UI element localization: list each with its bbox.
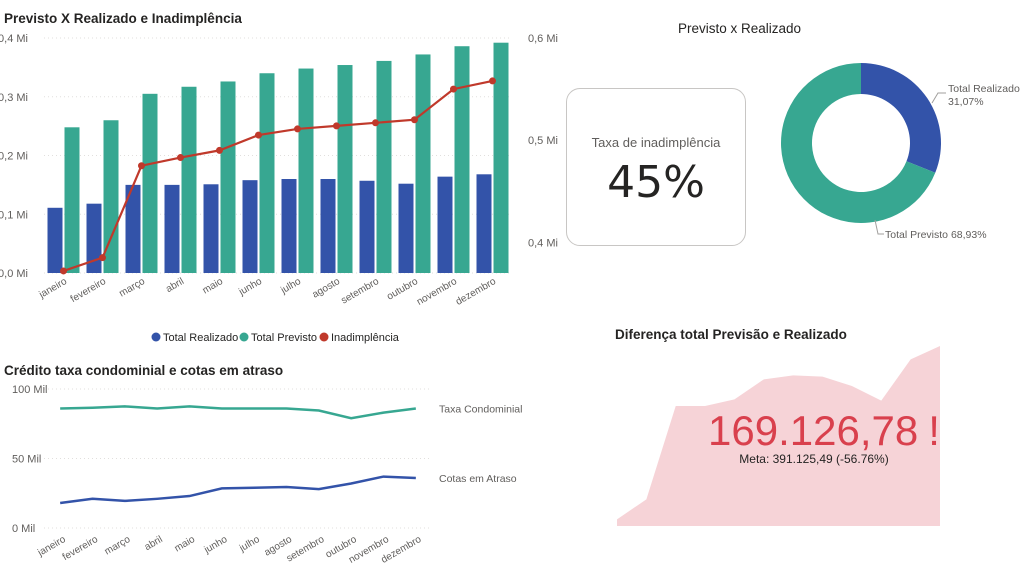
y-tick-credit: 50 Mil (12, 454, 41, 466)
label-cotas-atraso: Cotas em Atraso (439, 473, 517, 485)
y-left-tick: 0,4 Mi (0, 33, 28, 45)
y-left-tick: 0,2 Mi (0, 151, 28, 163)
y-left-tick: 0,3 Mi (0, 92, 28, 104)
bar-previsto (493, 42, 509, 274)
y-right-tick: 0,6 Mi (528, 33, 558, 45)
bar-realizado (320, 179, 336, 273)
point-inadimplencia (138, 162, 145, 170)
bar-previsto (337, 65, 353, 274)
main-combo-chart: 0,0 Mi 0,1 Mi 0,2 Mi 0,3 Mi 0,4 Mi 0,4 Mi 0,5 … (0, 33, 558, 344)
x-tick-main: maio (201, 276, 226, 297)
x-tick-credit: junho (202, 534, 230, 556)
x-tick-main: junho (236, 276, 264, 298)
chart-diff-title: Diferença total Previsão e Realizado (615, 327, 847, 342)
y-left-tick: 0,1 Mi (0, 209, 28, 221)
bar-previsto (220, 81, 236, 273)
point-inadimplencia (372, 119, 379, 127)
line-inadimplencia (63, 79, 493, 272)
y-right-tick: 0,5 Mi (528, 135, 558, 147)
legend-label: Total Previsto (251, 332, 317, 344)
bar-previsto (376, 60, 392, 273)
bar-previsto (142, 93, 158, 273)
bar-realizado (203, 184, 219, 273)
diff-value-number: 169.126,78 (708, 407, 918, 454)
x-tick-main: fevereiro (69, 276, 109, 305)
line-cotas-atraso (60, 475, 416, 505)
bar-previsto (454, 46, 470, 273)
donut-title: Previsto x Realizado (678, 21, 802, 36)
diff-alert-icon: ! (928, 407, 940, 454)
x-tick-main: novembro (415, 276, 459, 308)
bar-realizado (242, 180, 258, 273)
x-tick-main: março (117, 276, 147, 300)
x-tick-main: julho (278, 276, 303, 297)
legend-label: Inadimplência (331, 332, 400, 344)
x-tick-credit: fevereiro (61, 534, 101, 563)
x-tick-credit: setembro (285, 534, 327, 565)
leader-previsto (874, 219, 884, 235)
label-previsto: Total Previsto 68,93% (885, 229, 987, 241)
bar-realizado (398, 183, 414, 273)
bar-realizado (47, 207, 63, 273)
diff-meta: Meta: 391.125,49 (-56.76%) (739, 452, 888, 466)
legend-marker (239, 332, 249, 342)
bar-previsto (103, 120, 119, 273)
x-tick-main: dezembro (454, 276, 498, 308)
x-tick-credit: maio (173, 534, 198, 555)
y-tick-credit: 0 Mil (12, 523, 35, 535)
point-inadimplencia (255, 131, 262, 139)
line-taxa-condominial (60, 405, 416, 420)
point-inadimplencia (489, 77, 496, 85)
bar-realizado (164, 184, 180, 273)
point-inadimplencia (177, 154, 184, 162)
leader-realizado (931, 92, 946, 104)
chart-main-title: Previsto X Realizado e Inadimplência (4, 11, 242, 26)
diff-area-chart: 169.126,78 !Meta: 391.125,49 (-56.76%) (617, 346, 940, 526)
diff-area (617, 346, 940, 526)
bar-realizado (125, 184, 141, 273)
bar-realizado (437, 176, 453, 273)
y-left-tick: 0,0 Mi (0, 268, 28, 280)
x-tick-main: agosto (310, 276, 342, 301)
legend-marker (319, 332, 329, 342)
point-inadimplencia (294, 125, 301, 133)
legend-label: Total Realizado (163, 332, 238, 344)
bar-previsto (64, 127, 80, 273)
point-inadimplencia (216, 146, 223, 154)
slice-realizado (861, 63, 941, 173)
bar-previsto (181, 86, 197, 273)
x-tick-credit: março (103, 534, 133, 558)
point-inadimplencia (333, 122, 340, 130)
credit-line-chart: 0 Mil 50 Mil 100 Mil Taxa Condominial Cotas … (12, 384, 522, 566)
bar-realizado (476, 174, 492, 273)
x-tick-main: setembro (339, 276, 381, 307)
slice-previsto (781, 63, 936, 223)
point-inadimplencia (60, 267, 67, 275)
x-tick-main: abril (164, 276, 186, 295)
diff-value: 169.126,78! (708, 407, 940, 454)
x-tick-credit: julho (237, 534, 262, 555)
bar-realizado (359, 180, 375, 273)
bar-previsto (298, 68, 314, 273)
label-realizado-pct: 31,07% (948, 96, 984, 108)
kpi-card: Taxa de inadimplência 45% (566, 88, 746, 246)
chart-credit-title: Crédito taxa condominial e cotas em atra… (4, 363, 284, 378)
bar-previsto (415, 54, 431, 274)
x-tick-credit: abril (143, 534, 165, 553)
kpi-value: 45% (607, 157, 705, 208)
x-tick-main: janeiro (37, 276, 70, 301)
kpi-label: Taxa de inadimplência (591, 135, 721, 150)
label-taxa-condominial: Taxa Condominial (439, 403, 522, 415)
point-inadimplencia (411, 116, 418, 124)
bar-previsto (259, 73, 275, 273)
label-realizado-name: Total Realizado (948, 83, 1020, 95)
point-inadimplencia (450, 85, 457, 93)
y-tick-credit: 100 Mil (12, 384, 47, 396)
bar-realizado (281, 179, 297, 273)
legend-marker (151, 332, 161, 342)
point-inadimplencia (99, 254, 106, 262)
y-right-tick: 0,4 Mi (528, 237, 558, 249)
bar-realizado (86, 203, 102, 273)
